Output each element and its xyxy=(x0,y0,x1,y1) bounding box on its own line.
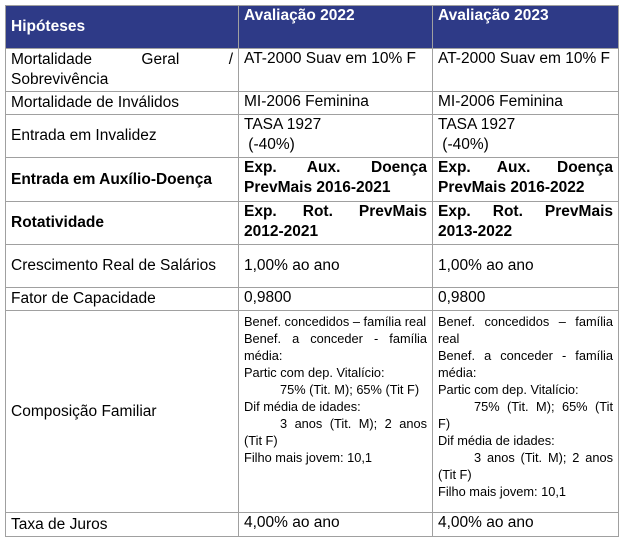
cell-line: (-40%) xyxy=(438,136,489,153)
cell-2022: 0,9800 xyxy=(238,287,433,311)
comp-line: 3 anos (Tit. M); 2 anos (Tit F) xyxy=(244,416,427,448)
comp-line: 75% (Tit. M); 65% (Tit F) xyxy=(438,399,613,431)
cell-2023: 4,00% ao ano xyxy=(432,512,619,537)
table-row: Rotatividade Exp. Rot. PrevMais 2012-202… xyxy=(5,201,619,245)
cell-2023: Exp. Aux. Doença PrevMais 2016-2022 xyxy=(432,157,619,202)
cell-2023: MI-2006 Feminina xyxy=(432,91,619,115)
comp-line: Filho mais jovem: 10,1 xyxy=(244,450,373,465)
row-label: Crescimento Real de Salários xyxy=(5,244,239,288)
table-row: Fator de Capacidade 0,9800 0,9800 xyxy=(5,287,619,311)
row-label: Entrada em Auxílio-Doença xyxy=(5,157,239,202)
cell-2023: TASA 1927 (-40%) xyxy=(432,114,619,158)
cell-2022: 4,00% ao ano xyxy=(238,512,433,537)
table-row: Composição Familiar Benef. concedidos – … xyxy=(5,310,619,513)
comp-line: Benef. concedidos – família real xyxy=(244,314,427,329)
cell-2022: Exp. Rot. PrevMais 2012-2021 xyxy=(238,201,433,245)
cell-line: (-40%) xyxy=(244,136,295,153)
cell-2023: 0,9800 xyxy=(432,287,619,311)
row-label: Mortalidade Geral / Sobrevivência xyxy=(5,48,239,92)
comp-line: Dif média de idades: xyxy=(438,433,555,448)
comp-line: 3 anos (Tit. M); 2 anos (Tit F) xyxy=(438,450,613,482)
hypotheses-table: Hipóteses Avaliação 2022 Avaliação 2023 … xyxy=(5,5,619,537)
comp-line: 75% (Tit. M); 65% (Tit F) xyxy=(280,382,420,397)
table-row: Crescimento Real de Salários 1,00% ao an… xyxy=(5,244,619,288)
cell-2022: TASA 1927 (-40%) xyxy=(238,114,433,158)
cell-line: TASA 1927 xyxy=(244,116,322,133)
row-label: Taxa de Juros xyxy=(5,512,239,537)
cell-2022: AT-2000 Suav em 10% F xyxy=(238,48,433,92)
row-label: Fator de Capacidade xyxy=(5,287,239,311)
comp-line: Partic com dep. Vitalício: xyxy=(438,382,579,397)
row-label: Mortalidade de Inválidos xyxy=(5,91,239,115)
cell-2023: AT-2000 Suav em 10% F xyxy=(432,48,619,92)
comp-line: Benef. a conceder - família média: xyxy=(438,348,613,380)
table-row: Entrada em Invalidez TASA 1927 (-40%) TA… xyxy=(5,114,619,158)
table-header-row: Hipóteses Avaliação 2022 Avaliação 2023 xyxy=(5,5,619,49)
table-row: Mortalidade de Inválidos MI-2006 Feminin… xyxy=(5,91,619,115)
table-row: Entrada em Auxílio-Doença Exp. Aux. Doen… xyxy=(5,157,619,202)
cell-2022: MI-2006 Feminina xyxy=(238,91,433,115)
comp-line: Filho mais jovem: 10,1 xyxy=(438,484,567,499)
table-row: Mortalidade Geral / Sobrevivência AT-200… xyxy=(5,48,619,92)
comp-line: Dif média de idades: xyxy=(244,399,361,414)
cell-line: TASA 1927 xyxy=(438,116,516,133)
header-avaliacao-2022: Avaliação 2022 xyxy=(238,5,433,49)
cell-2022: Exp. Aux. Doença PrevMais 2016-2021 xyxy=(238,157,433,202)
cell-2023: 1,00% ao ano xyxy=(432,244,619,288)
comp-line: Benef. concedidos – família real xyxy=(438,314,613,346)
comp-line: Partic com dep. Vitalício: xyxy=(244,365,385,380)
row-label: Rotatividade xyxy=(5,201,239,245)
cell-2023: Benef. concedidos – família real Benef. … xyxy=(432,310,619,513)
cell-2022: Benef. concedidos – família real Benef. … xyxy=(238,310,433,513)
cell-2022: 1,00% ao ano xyxy=(238,244,433,288)
header-hipoteses: Hipóteses xyxy=(5,5,239,49)
comp-line: Benef. a conceder - família média: xyxy=(244,331,427,363)
row-label: Composição Familiar xyxy=(5,310,239,513)
row-label: Entrada em Invalidez xyxy=(5,114,239,158)
header-avaliacao-2023: Avaliação 2023 xyxy=(432,5,619,49)
table-row: Taxa de Juros 4,00% ao ano 4,00% ao ano xyxy=(5,512,619,537)
cell-2023: Exp. Rot. PrevMais 2013-2022 xyxy=(432,201,619,245)
